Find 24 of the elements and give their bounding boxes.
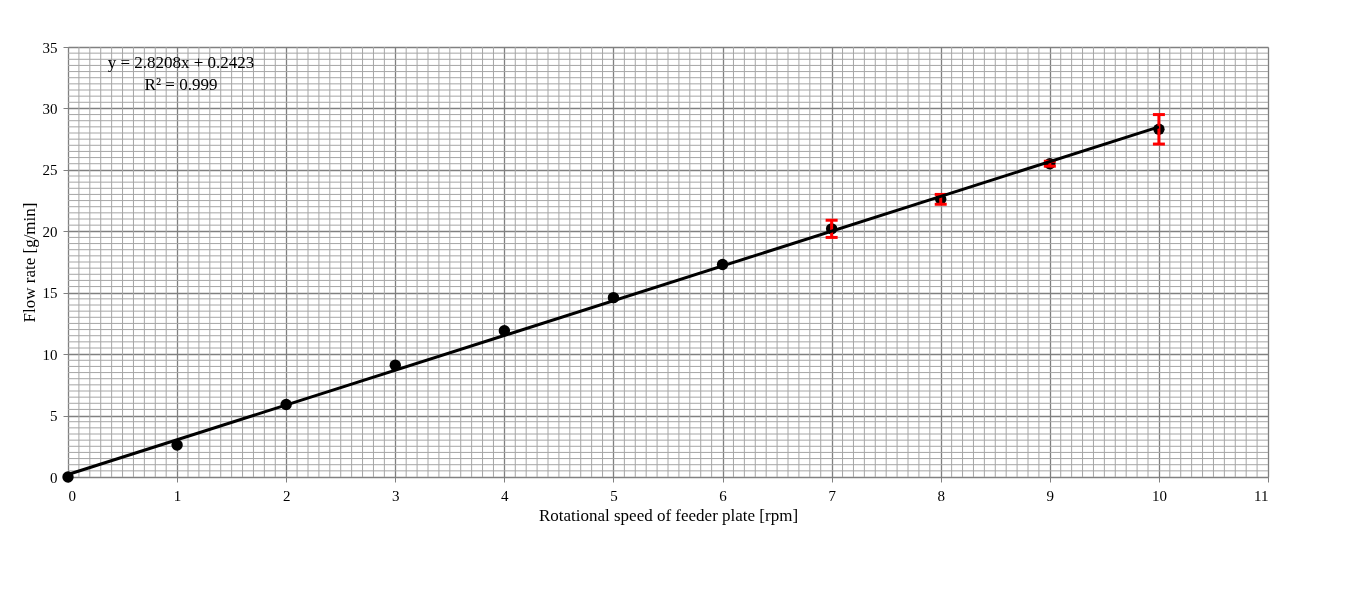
x-tick-label: 3 bbox=[392, 487, 400, 504]
x-tick-label: 6 bbox=[719, 487, 728, 504]
x-tick-label: 9 bbox=[1046, 487, 1055, 504]
x-tick-label: 11 bbox=[1254, 487, 1269, 504]
y-tick-label: 5 bbox=[50, 408, 58, 425]
y-tick-label: 30 bbox=[42, 100, 58, 117]
x-tick-label: 8 bbox=[937, 487, 945, 504]
y-tick-label: 25 bbox=[42, 162, 58, 179]
x-tick-label: 2 bbox=[282, 487, 291, 504]
x-tick-label: 4 bbox=[501, 487, 510, 504]
annotation: y = 2.8208x + 0.2423 bbox=[107, 53, 255, 72]
x-tick-label: 5 bbox=[610, 487, 618, 504]
y-axis-title: Flow rate [g/min] bbox=[19, 202, 39, 323]
annotation: R² = 0.999 bbox=[144, 75, 218, 94]
x-tick-label: 7 bbox=[828, 487, 837, 504]
y-tick-label: 0 bbox=[50, 469, 58, 486]
x-tick-label: 0 bbox=[68, 487, 76, 504]
x-tick-label: 1 bbox=[173, 487, 182, 504]
y-tick-label: 10 bbox=[42, 346, 58, 363]
y-tick-label: 35 bbox=[42, 39, 58, 56]
x-axis-title: Rotational speed of feeder plate [rpm] bbox=[538, 505, 799, 525]
x-tick-label: 10 bbox=[1151, 487, 1167, 504]
y-tick-label: 15 bbox=[42, 285, 58, 302]
y-tick-label: 20 bbox=[42, 223, 58, 240]
